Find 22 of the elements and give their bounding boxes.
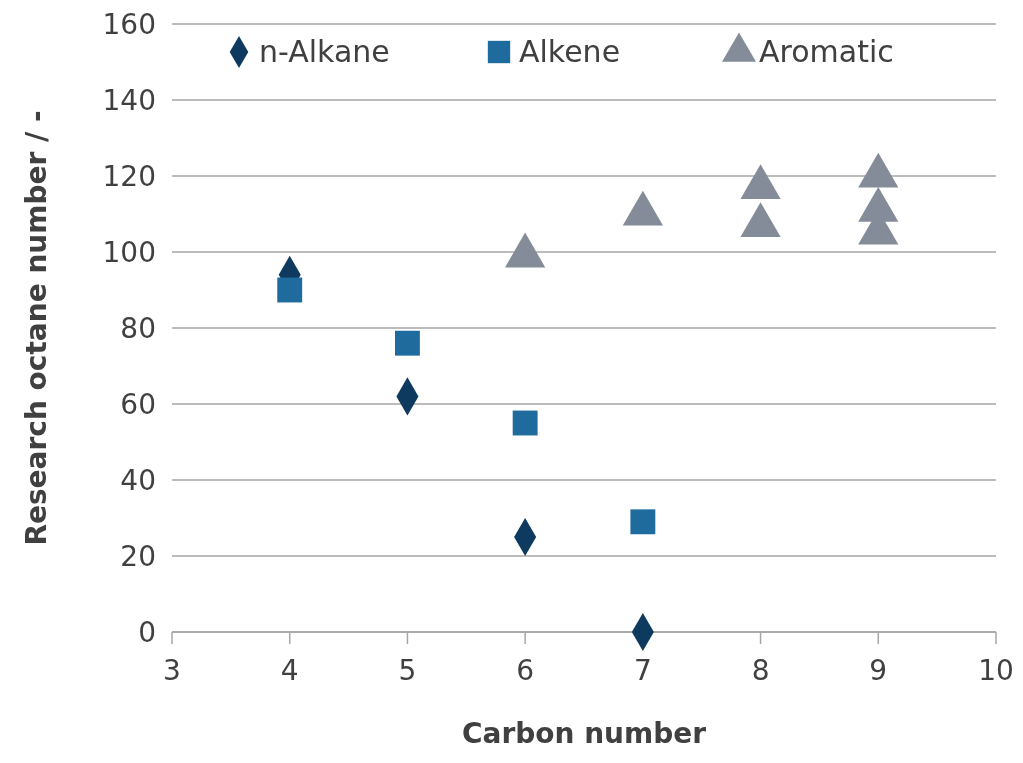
y-tick-label: 40 [120, 464, 156, 497]
x-tick-label: 5 [398, 654, 417, 687]
y-tick-label: 0 [138, 616, 156, 649]
y-axis-title: Research octane number / - [20, 110, 53, 546]
y-tick-label: 140 [102, 84, 156, 117]
y-tick-label: 120 [102, 160, 156, 193]
x-tick-label: 4 [280, 654, 299, 687]
legend-label: Alkene [519, 34, 621, 69]
x-tick-label: 6 [516, 654, 535, 687]
legend-label: Aromatic [759, 34, 894, 69]
y-tick-label: 20 [120, 540, 156, 573]
x-tick-label: 7 [633, 654, 652, 687]
y-tick-label: 100 [102, 236, 156, 269]
x-tick-label: 9 [869, 654, 888, 687]
x-axis-title: Carbon number [461, 717, 707, 750]
y-tick-label: 160 [102, 8, 156, 41]
y-tick-label: 80 [120, 312, 156, 345]
x-tick-label: 8 [751, 654, 770, 687]
y-tick-label: 60 [120, 388, 156, 421]
legend-label: n-Alkane [259, 34, 390, 69]
x-tick-label: 10 [978, 654, 1014, 687]
x-tick-label: 3 [163, 654, 181, 687]
